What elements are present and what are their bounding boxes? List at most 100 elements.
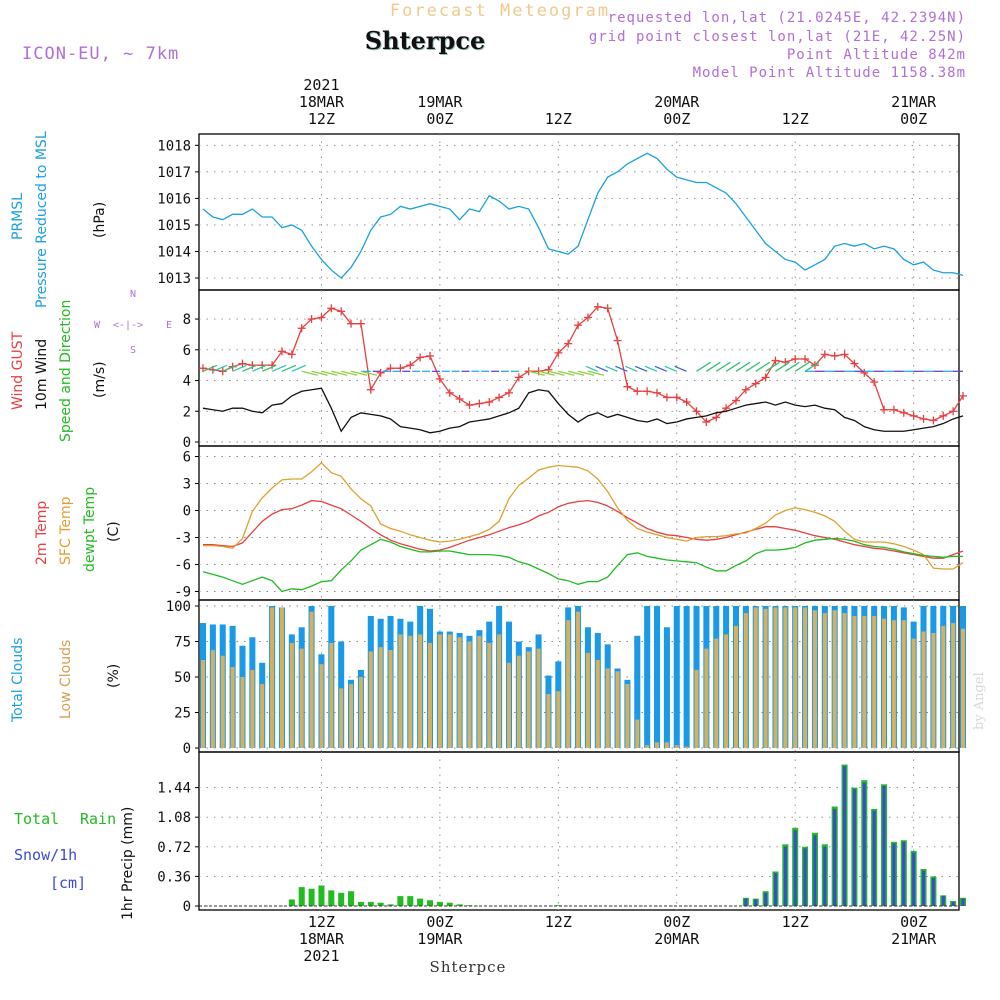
time-label-line: 2021 — [303, 76, 340, 94]
snow-bar — [872, 810, 876, 906]
wind-direction-arrow — [634, 365, 648, 372]
snow-bar — [764, 892, 768, 906]
wind-ytick-label: 2 — [183, 404, 191, 420]
wind-direction-arrow — [568, 370, 585, 376]
cloud-low-bar — [773, 607, 778, 748]
wind-direction-arrow — [341, 370, 358, 376]
time-label-line: 12Z — [544, 110, 572, 128]
time-label-line: 18MAR — [298, 930, 345, 948]
wind-direction-arrow — [538, 370, 555, 376]
bottom-station-name: Shterpce — [429, 958, 507, 976]
cloud-total-bar — [634, 635, 641, 748]
cloud-low-bar — [457, 637, 462, 748]
wind-direction-arrow — [674, 365, 687, 372]
time-label-line: 19MAR — [417, 93, 463, 111]
cloud-low-bar — [655, 742, 660, 748]
compass-n: N — [130, 289, 137, 300]
precip-ytick-label: 0.72 — [157, 840, 191, 856]
cloud-low-bar — [378, 647, 383, 748]
cloud-low-bar — [319, 664, 324, 748]
wind-ytick-label: 4 — [183, 374, 191, 390]
wind-direction-arrow — [577, 370, 595, 376]
time-label-line: 20MAR — [654, 930, 700, 948]
wind-direction-arrow — [548, 370, 565, 376]
wind-direction-arrow — [281, 364, 297, 372]
snow-bar — [941, 896, 945, 906]
wind-direction-arrow — [784, 361, 800, 372]
wind-direction-arrow — [252, 364, 267, 372]
cloud-low-bar — [339, 688, 344, 748]
cloud-low-bar — [220, 655, 225, 748]
cloud-low-bar — [506, 662, 511, 748]
wind-direction-arrow — [291, 364, 307, 372]
cloud-low-bar — [299, 648, 304, 748]
cloud-low-bar — [260, 684, 265, 748]
rain-bar — [338, 892, 345, 906]
time-label-line: 12Z — [781, 110, 809, 128]
wind-direction-arrow — [765, 361, 780, 372]
cloud-low-bar — [674, 745, 679, 748]
wind-direction-arrow — [360, 370, 378, 376]
snow-bar — [902, 841, 906, 906]
cloud-low-bar — [793, 607, 798, 748]
cloud-low-bar — [388, 650, 393, 748]
cloud-low-bar — [891, 620, 896, 748]
pressure-series-line — [202, 152, 964, 279]
wind-ytick-label: 0 — [183, 435, 191, 451]
rain-bar — [456, 904, 463, 906]
cloud-low-bar — [447, 634, 452, 748]
snow-bar — [862, 782, 866, 906]
cloud-low-bar — [724, 634, 729, 748]
wind-direction-arrow — [222, 364, 237, 372]
cloud-low-bar — [714, 638, 719, 748]
snow-bar — [931, 878, 935, 906]
cloud-low-bar — [487, 642, 492, 748]
rain-bar — [377, 902, 384, 906]
cloud-low-bar — [941, 625, 946, 748]
cloud-low-bar — [368, 651, 373, 748]
wind-direction-arrow — [755, 361, 771, 372]
wind-direction-arrow — [585, 365, 599, 372]
cloud-low-bar — [901, 620, 906, 748]
time-label-line: 00Z — [663, 913, 691, 931]
compass-arrow: <-|-> — [113, 320, 144, 331]
cloud-low-bar — [645, 745, 650, 748]
wind-direction-arrow — [242, 364, 257, 372]
wind-frame — [198, 289, 960, 447]
wind-direction-arrow — [725, 361, 741, 372]
cloud-low-bar — [477, 635, 482, 748]
wind-direction-arrow — [654, 365, 668, 372]
sfc-series-line — [203, 461, 964, 570]
snow-bar — [744, 898, 748, 906]
cloud-low-bar — [329, 642, 334, 748]
cloud-low-bar — [289, 642, 294, 748]
cloud-low-bar — [921, 631, 926, 748]
snow-bar — [823, 846, 827, 906]
cloud-low-bar — [842, 613, 847, 748]
model-altitude: Model Point Altitude 1158.38m — [692, 65, 966, 81]
snow-bar — [793, 830, 797, 906]
cloud-low-bar — [803, 607, 808, 748]
pressure-ytick-label: 1015 — [157, 218, 191, 234]
snow-bar — [892, 843, 896, 906]
snow-label: Snow/1h — [14, 846, 78, 864]
wind-direction-arrow — [715, 361, 731, 372]
bottom-time-label: 00Z 19MAR — [417, 914, 462, 948]
cloud-total-bar — [673, 606, 680, 748]
rain-bar — [318, 885, 325, 906]
time-label-line: 00Z — [900, 110, 928, 128]
wind-direction-arrow — [311, 370, 328, 376]
pressure-ytick-label: 1017 — [157, 165, 191, 181]
time-label-line: 00Z — [426, 110, 454, 128]
rain-bar — [407, 896, 414, 906]
snow-bar — [912, 852, 916, 906]
time-label-line: 12Z — [307, 913, 335, 931]
snow-bar — [813, 835, 817, 906]
station-name: Shterpce — [364, 26, 486, 55]
cloud-low-bar — [743, 613, 748, 748]
time-label-line: 19MAR — [417, 930, 463, 948]
temperature-ytick-label: -9 — [174, 585, 191, 601]
cloud-low-bar — [615, 671, 620, 748]
snow-bar — [773, 873, 777, 906]
cloud-total-bar — [683, 606, 690, 748]
